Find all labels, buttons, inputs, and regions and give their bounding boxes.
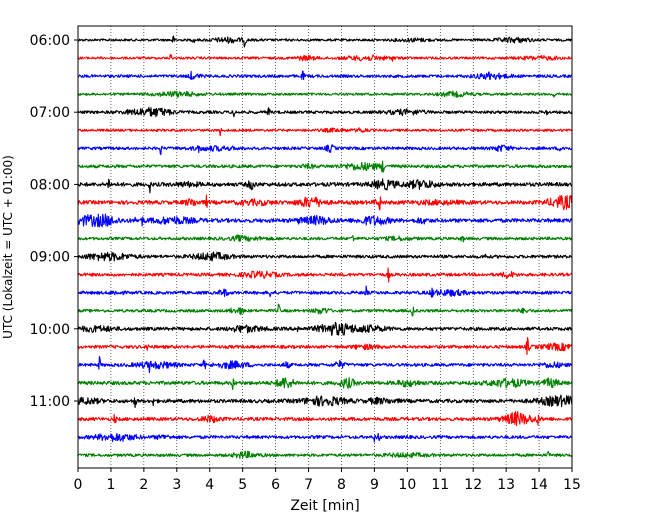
x-tick-label: 1 [106,477,115,493]
x-tick-label: 13 [497,477,515,493]
x-tick-label: 5 [238,477,247,493]
trace-1000 [77,321,573,336]
x-tick-label: 10 [398,477,416,493]
y-axis-label: UTC (Lokalzeit = UTC + 01:00) [1,155,15,339]
x-tick-label: 2 [139,477,148,493]
y-tick-label: 11:00 [30,394,70,410]
x-tick-label: 14 [530,477,548,493]
x-axis: 0 1 2 3 4 5 6 7 8 9 10 11 12 13 14 15 [74,468,581,493]
x-tick-label: 12 [464,477,482,493]
trace-0830 [77,213,573,228]
trace-0845 [77,234,573,243]
trace-0645 [77,90,573,98]
x-tick-label: 3 [172,477,181,493]
y-tick-label: 06:00 [30,33,70,49]
trace-0900 [77,251,573,262]
x-tick-label: 0 [74,477,83,493]
x-axis-label: Zeit [min] [290,498,359,514]
x-tick-label: 4 [205,477,214,493]
x-tick-label: 15 [563,477,581,493]
x-tick-label: 8 [337,477,346,493]
x-tick-label: 6 [271,477,280,493]
trace-0815 [77,194,573,211]
y-tick-label: 07:00 [30,105,70,121]
trace-0615 [77,54,573,62]
plot-frame [77,25,573,469]
trace-0715 [77,127,573,137]
trace-1015 [77,337,573,355]
trace-0945 [77,303,573,317]
trace-0915 [77,267,573,283]
y-tick-label: 10:00 [30,322,70,338]
trace-1145 [77,450,573,460]
x-tick-label: 9 [370,477,379,493]
trace-0745 [77,160,573,173]
trace-0700 [77,106,573,118]
trace-1030 [77,355,573,374]
trace-1130 [77,432,573,443]
traces [77,35,573,460]
y-tick-label: 08:00 [30,177,70,193]
trace-1100 [77,394,573,409]
trace-1115 [77,411,573,427]
trace-0600 [77,35,573,48]
y-tick-label: 09:00 [30,250,70,266]
trace-0630 [77,70,573,80]
y-axis: 06:00 07:00 08:00 09:00 10:00 11:00 [30,33,78,410]
trace-0800 [77,178,573,194]
trace-0730 [77,144,573,156]
x-tick-label: 11 [431,477,449,493]
trace-1045 [77,377,573,391]
x-tick-label: 7 [304,477,313,493]
trace-0930 [77,285,573,298]
